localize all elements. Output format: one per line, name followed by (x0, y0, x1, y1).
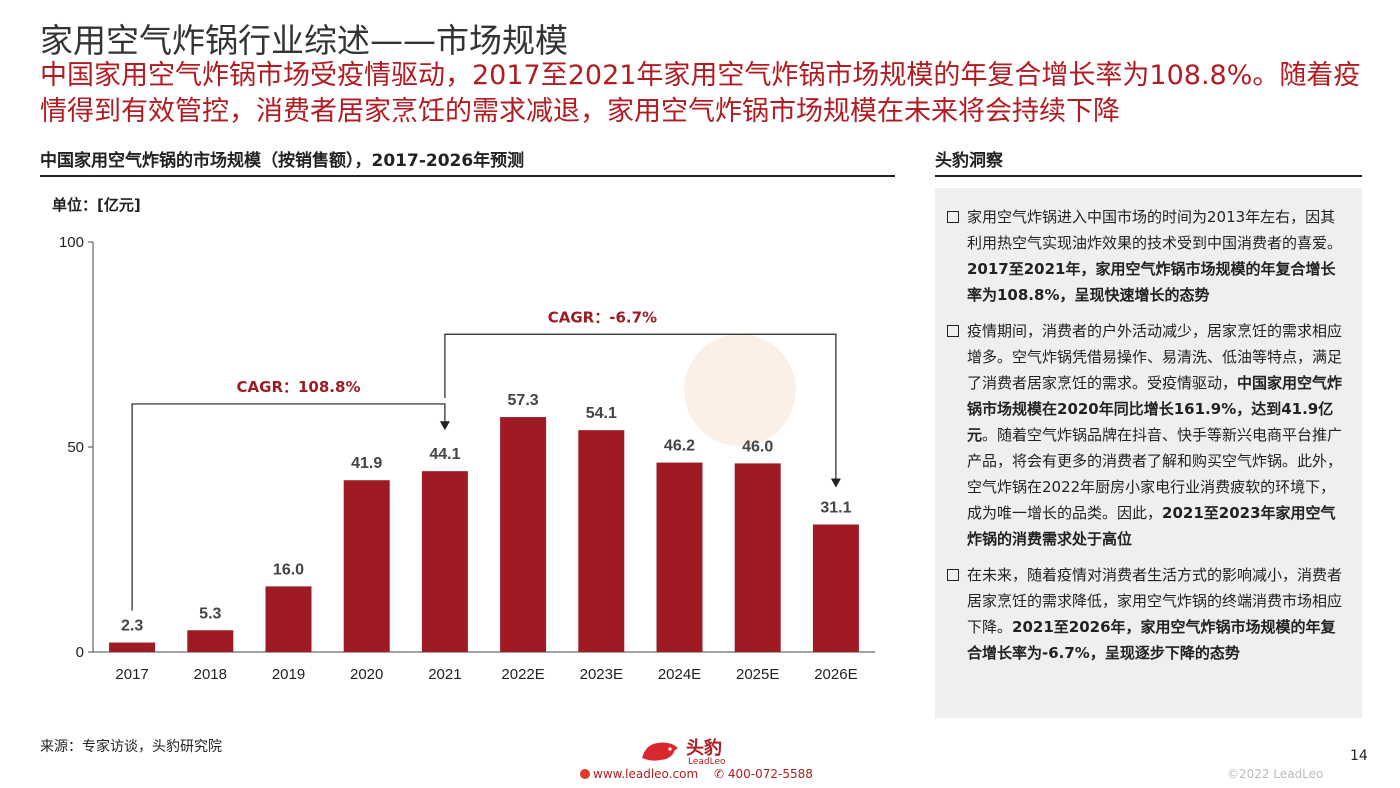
data-label: 44.1 (429, 446, 460, 463)
bar-2020 (343, 480, 390, 652)
insight-highlight: 2021至2023年家用空气炸锅的消费需求处于高位 (967, 504, 1336, 548)
checkbox-bullet-icon (947, 211, 959, 223)
arrow-down-icon (439, 421, 450, 431)
phone-number: 400-072-5588 (727, 767, 813, 781)
weibo-icon (580, 769, 590, 779)
insight-item: 家用空气炸锅进入中国市场的时间为2013年左右，因其利用热空气实现油炸效果的技术… (947, 204, 1348, 308)
insight-item: 在未来，随着疫情对消费者生活方式的影响减小，消费者居家烹饪的需求降低，家用空气炸… (947, 562, 1348, 666)
insight-list: 家用空气炸锅进入中国市场的时间为2013年左右，因其利用热空气实现油炸效果的技术… (935, 188, 1362, 666)
insight-item: 疫情期间，消费者的户外活动减少，居家烹饪的需求相应增多。空气炸锅凭借易操作、易清… (947, 318, 1348, 552)
bar-2021 (421, 471, 468, 652)
contact-line: www.leadleo.com ✆ 400-072-5588 (580, 767, 813, 781)
bar-2025E (734, 463, 781, 652)
cagr-label: CAGR：108.8% (237, 378, 361, 396)
insight-text: 疫情期间，消费者的户外活动减少，居家烹饪的需求相应增多。空气炸锅凭借易操作、易清… (967, 322, 1343, 392)
website-link[interactable]: www.leadleo.com (593, 767, 699, 781)
phone-icon: ✆ (713, 767, 725, 781)
insight-text: 。随着空气炸锅品牌在抖音、快手等新兴电商平台推广产品，将会有更多的消费者了解和购… (967, 426, 1343, 522)
insight-title: 头豹洞察 (935, 151, 1003, 171)
bar-2026E (812, 524, 859, 652)
data-label: 41.9 (351, 455, 382, 472)
x-tick-label: 2020 (350, 666, 383, 683)
data-label: 16.0 (273, 561, 304, 578)
page-subtitle: 中国家用空气炸锅市场受疫情驱动，2017至2021年家用空气炸锅市场规模的年复合… (40, 60, 1361, 127)
insight-panel: 家用空气炸锅进入中国市场的时间为2013年左右，因其利用热空气实现油炸效果的技术… (935, 188, 1362, 718)
bar-2024E (656, 462, 703, 652)
x-tick-label: 2023E (580, 666, 623, 683)
cagr-bracket-2021-2026 (444, 333, 837, 485)
y-tick-label: 100 (59, 234, 84, 251)
leadleo-logo: 头豹 LeadLeo (640, 734, 726, 767)
x-tick-label: 2026E (814, 666, 857, 683)
x-tick-label: 2022E (501, 666, 544, 683)
arrow-down-icon (830, 478, 841, 488)
chart-title: 中国家用空气炸锅的市场规模（按销售额），2017-2026年预测 (40, 151, 525, 171)
chart-title-divider (40, 175, 895, 177)
insight-highlight: 中国家用空气炸锅市场规模在2020年同比增长161.9%，达到41.9亿元 (967, 374, 1343, 444)
page-title: 家用空气炸锅行业综述——市场规模 (40, 21, 568, 60)
data-label: 31.1 (820, 499, 851, 516)
x-tick-label: 2017 (115, 666, 148, 683)
data-label: 46.0 (742, 438, 773, 455)
insight-title-divider (935, 175, 1362, 177)
data-label: 2.3 (121, 618, 143, 635)
x-tick-label: 2019 (272, 666, 305, 683)
bar-2023E (578, 430, 625, 652)
cagr-bracket-2017-2021 (131, 403, 446, 611)
y-tick-label: 50 (67, 439, 84, 456)
leopard-logo-icon (642, 742, 678, 761)
bar-2017 (109, 642, 156, 652)
unit-label: 单位：[亿元] (52, 196, 141, 214)
data-label: 57.3 (508, 392, 539, 409)
watermark-figure-icon (684, 334, 796, 446)
data-label: 54.1 (586, 405, 617, 422)
insight-text: 在未来，随着疫情对消费者生活方式的影响减小，消费者居家烹饪的需求降低，家用空气炸… (967, 566, 1343, 636)
x-tick-label: 2018 (194, 666, 227, 683)
page-number: 14 (1350, 748, 1368, 764)
checkbox-bullet-icon (947, 569, 959, 581)
data-label: 46.2 (664, 438, 695, 455)
source-note: 来源：专家访谈，头豹研究院 (40, 739, 222, 755)
x-tick-label: 2021 (428, 666, 461, 683)
x-tick-label: 2025E (736, 666, 779, 683)
y-tick-label: 0 (76, 644, 84, 661)
checkbox-bullet-icon (947, 325, 959, 337)
bar-2019 (265, 586, 312, 652)
data-label: 5.3 (199, 605, 221, 622)
bar-chart: 0 50 100 CAGR：108.8% CAGR：-6.7% 2.3 2017 5.3 201… (59, 234, 875, 683)
x-tick-label: 2024E (658, 666, 701, 683)
logo-text: 头豹 (686, 738, 722, 759)
bar-2022E (500, 417, 547, 652)
cagr-label: CAGR：-6.7% (548, 308, 657, 326)
bar-2018 (187, 630, 234, 652)
logo-subtext: LeadLeo (688, 757, 726, 767)
copyright: ©2022 LeadLeo (1227, 767, 1324, 781)
insight-highlight: 2021至2026年，家用空气炸锅市场规模的年复合增长率为-6.7%，呈现逐步下… (967, 618, 1336, 662)
insight-highlight: 2017至2021年，家用空气炸锅市场规模的年复合增长率为108.8%，呈现快速… (967, 260, 1336, 304)
insight-text: 家用空气炸锅进入中国市场的时间为2013年左右，因其利用热空气实现油炸效果的技术… (967, 208, 1343, 252)
